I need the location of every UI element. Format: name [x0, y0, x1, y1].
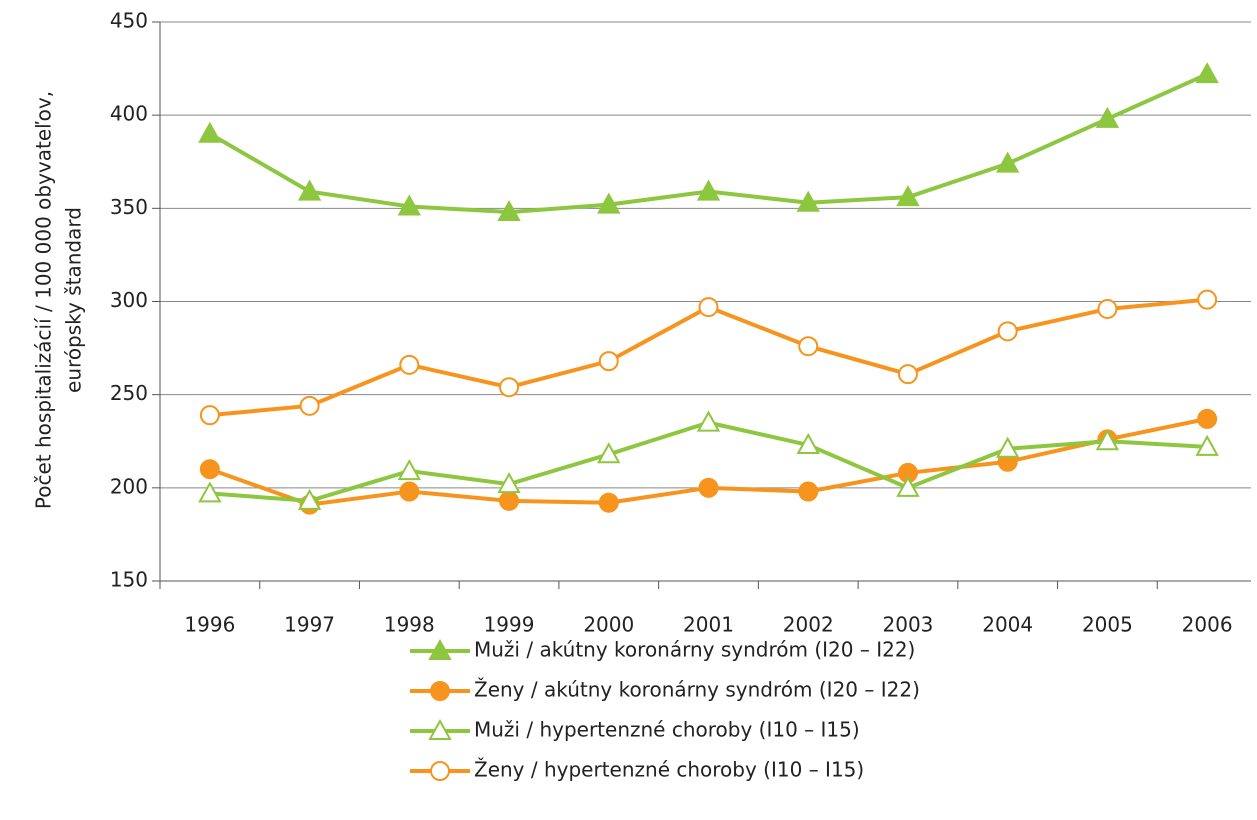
y-axis-label: európsky štandard: [62, 207, 86, 393]
point: [598, 492, 619, 513]
point: [1095, 429, 1120, 451]
point: [397, 194, 422, 216]
point: [698, 477, 719, 498]
point: [796, 432, 820, 454]
x-tick-label: 1996: [184, 613, 235, 637]
x-tick-label: 2001: [683, 613, 734, 637]
point: [798, 481, 819, 502]
point: [297, 179, 322, 201]
point: [798, 336, 819, 357]
y-axis-label: Počet hospitalizácií / 100 000 obyvateľo…: [32, 91, 56, 509]
point: [598, 351, 619, 372]
point: [995, 151, 1020, 173]
point: [399, 354, 420, 375]
point: [1195, 434, 1219, 456]
point: [499, 377, 520, 398]
x-tick-label: 2006: [1182, 613, 1233, 637]
point: [1097, 298, 1118, 319]
point: [1095, 106, 1120, 128]
point: [497, 200, 521, 222]
point: [597, 192, 621, 214]
y-tick-label: 200: [110, 474, 148, 498]
point: [399, 481, 420, 502]
point: [199, 405, 220, 426]
x-tick-label: 2000: [583, 613, 634, 637]
point: [1197, 408, 1218, 429]
point: [299, 395, 320, 416]
x-tick-label: 2002: [783, 613, 834, 637]
point: [995, 436, 1020, 458]
legend-label: Muži / akútny koronárny syndróm (I20 – I…: [474, 638, 915, 662]
x-tick-label: 2005: [1082, 613, 1133, 637]
x-tick-label: 2003: [883, 613, 934, 637]
legend-marker: [430, 681, 450, 701]
x-tick-label: 2004: [982, 613, 1033, 637]
point: [698, 297, 719, 318]
x-tick-label: 1998: [384, 613, 435, 637]
legend-label: Muži / hypertenzné choroby (I10 – I15): [474, 718, 860, 742]
point: [1197, 289, 1218, 310]
point: [1195, 62, 1219, 84]
point: [997, 321, 1018, 342]
y-tick-label: 250: [110, 381, 148, 405]
point: [896, 475, 920, 497]
point: [199, 459, 220, 480]
point: [397, 459, 422, 481]
y-tick-label: 450: [110, 9, 148, 33]
y-tick-label: 300: [110, 288, 148, 312]
point: [497, 472, 521, 494]
x-tick-label: 1997: [284, 613, 335, 637]
legend-marker: [428, 718, 452, 740]
y-tick-label: 150: [110, 568, 148, 592]
legend-marker: [430, 761, 450, 781]
point: [896, 185, 920, 207]
point: [597, 442, 621, 464]
y-tick-label: 350: [110, 195, 148, 219]
point: [696, 179, 721, 201]
point: [696, 410, 721, 432]
legend-label: Ženy / akútny koronárny syndróm (I20 – I…: [474, 678, 920, 702]
point: [796, 190, 820, 212]
point: [897, 364, 918, 385]
point: [198, 121, 222, 143]
x-tick-label: 1999: [484, 613, 535, 637]
point: [297, 488, 322, 510]
point: [198, 481, 222, 503]
legend-label: Ženy / hypertenzné choroby (I10 – I15): [474, 758, 864, 782]
y-tick-label: 400: [110, 102, 148, 126]
point: [499, 490, 520, 511]
legend-marker: [428, 638, 452, 660]
